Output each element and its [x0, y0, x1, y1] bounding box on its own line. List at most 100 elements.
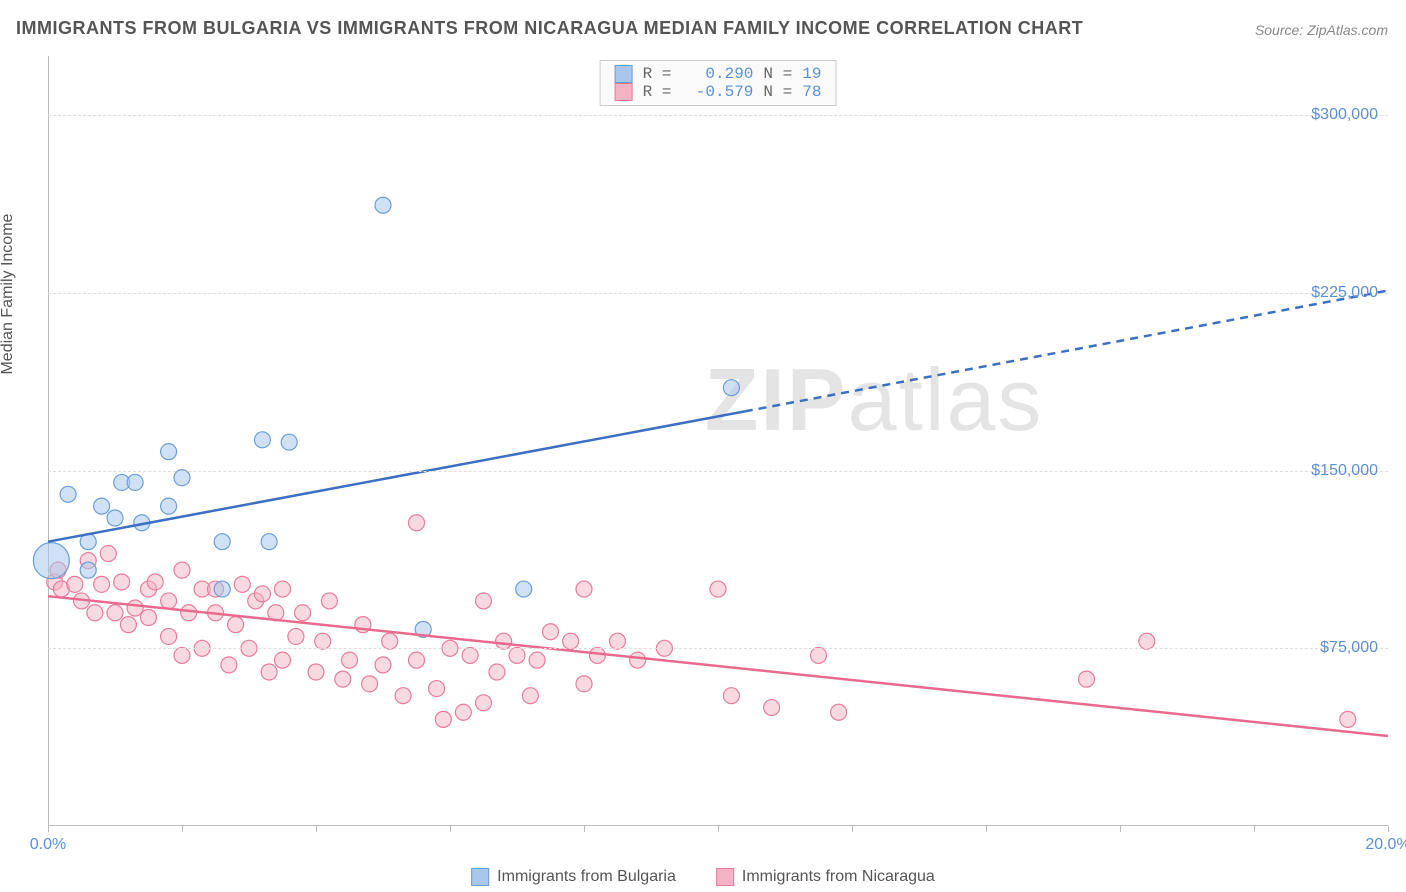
- data-point-nicaragua: [576, 581, 592, 597]
- data-point-nicaragua: [127, 600, 143, 616]
- data-point-nicaragua: [764, 700, 780, 716]
- data-point-nicaragua: [174, 647, 190, 663]
- data-point-nicaragua: [811, 647, 827, 663]
- data-point-nicaragua: [228, 617, 244, 633]
- data-point-nicaragua: [335, 671, 351, 687]
- data-point-nicaragua: [529, 652, 545, 668]
- series-legend: Immigrants from Bulgaria Immigrants from…: [471, 868, 935, 886]
- data-point-bulgaria: [33, 543, 69, 579]
- data-point-nicaragua: [94, 576, 110, 592]
- trendline-dashed-bulgaria: [745, 291, 1388, 412]
- gridline: [48, 293, 1388, 294]
- data-point-nicaragua: [161, 628, 177, 644]
- legend-label-nicaragua: Immigrants from Nicaragua: [742, 868, 935, 886]
- n-value-bulgaria: 19: [802, 65, 821, 83]
- data-point-nicaragua: [254, 586, 270, 602]
- data-point-nicaragua: [275, 652, 291, 668]
- x-tick-mark: [316, 826, 317, 832]
- data-point-nicaragua: [321, 593, 337, 609]
- data-point-nicaragua: [375, 657, 391, 673]
- data-point-nicaragua: [114, 574, 130, 590]
- data-point-nicaragua: [261, 664, 277, 680]
- x-tick-mark: [852, 826, 853, 832]
- swatch-bulgaria: [615, 65, 633, 83]
- data-point-nicaragua: [100, 546, 116, 562]
- data-point-bulgaria: [161, 498, 177, 514]
- y-tick-label: $300,000: [1311, 106, 1378, 124]
- correlation-legend: R = 0.290 N = 19 R = -0.579 N = 78: [600, 60, 837, 106]
- r-label: R =: [643, 83, 672, 101]
- n-label: N =: [763, 65, 792, 83]
- data-point-nicaragua: [315, 633, 331, 649]
- data-point-nicaragua: [589, 647, 605, 663]
- x-tick-mark: [182, 826, 183, 832]
- gridline: [48, 115, 1388, 116]
- data-point-nicaragua: [476, 593, 492, 609]
- data-point-nicaragua: [630, 652, 646, 668]
- data-point-nicaragua: [489, 664, 505, 680]
- scatter-plot-svg: [48, 56, 1388, 826]
- data-point-bulgaria: [516, 581, 532, 597]
- x-tick-mark: [986, 826, 987, 832]
- data-point-nicaragua: [1139, 633, 1155, 649]
- legend-row-nicaragua: R = -0.579 N = 78: [615, 83, 822, 101]
- legend-item-nicaragua: Immigrants from Nicaragua: [716, 868, 935, 886]
- swatch-nicaragua-b: [716, 868, 734, 886]
- data-point-nicaragua: [342, 652, 358, 668]
- source-attribution: Source: ZipAtlas.com: [1255, 22, 1388, 38]
- data-point-nicaragua: [429, 681, 445, 697]
- data-point-bulgaria: [80, 562, 96, 578]
- n-value-nicaragua: 78: [802, 83, 821, 101]
- data-point-nicaragua: [67, 576, 83, 592]
- x-tick-mark: [1388, 826, 1389, 832]
- x-tick-mark: [718, 826, 719, 832]
- data-point-nicaragua: [120, 617, 136, 633]
- n-label: N =: [763, 83, 792, 101]
- data-point-nicaragua: [435, 711, 451, 727]
- r-value-bulgaria: 0.290: [681, 65, 753, 83]
- data-point-nicaragua: [576, 676, 592, 692]
- data-point-nicaragua: [87, 605, 103, 621]
- data-point-bulgaria: [127, 474, 143, 490]
- r-label: R =: [643, 65, 672, 83]
- data-point-nicaragua: [174, 562, 190, 578]
- data-point-nicaragua: [382, 633, 398, 649]
- data-point-nicaragua: [1340, 711, 1356, 727]
- data-point-nicaragua: [308, 664, 324, 680]
- data-point-bulgaria: [375, 197, 391, 213]
- trendline-bulgaria: [48, 411, 745, 541]
- data-point-nicaragua: [509, 647, 525, 663]
- data-point-bulgaria: [174, 470, 190, 486]
- data-point-nicaragua: [141, 610, 157, 626]
- data-point-nicaragua: [181, 605, 197, 621]
- data-point-nicaragua: [610, 633, 626, 649]
- trendline-nicaragua: [48, 596, 1388, 736]
- data-point-bulgaria: [94, 498, 110, 514]
- data-point-bulgaria: [214, 534, 230, 550]
- x-tick-mark: [584, 826, 585, 832]
- data-point-nicaragua: [496, 633, 512, 649]
- swatch-nicaragua: [615, 83, 633, 101]
- data-point-nicaragua: [1079, 671, 1095, 687]
- chart-area: ZIPatlas R = 0.290 N = 19 R = -0.579 N =…: [48, 56, 1388, 826]
- data-point-bulgaria: [107, 510, 123, 526]
- data-point-nicaragua: [409, 515, 425, 531]
- data-point-nicaragua: [221, 657, 237, 673]
- gridline: [48, 471, 1388, 472]
- swatch-bulgaria-b: [471, 868, 489, 886]
- x-tick-label: 20.0%: [1365, 836, 1406, 854]
- r-value-nicaragua: -0.579: [681, 83, 753, 101]
- data-point-nicaragua: [288, 628, 304, 644]
- legend-item-bulgaria: Immigrants from Bulgaria: [471, 868, 676, 886]
- data-point-nicaragua: [462, 647, 478, 663]
- data-point-bulgaria: [281, 434, 297, 450]
- data-point-nicaragua: [723, 688, 739, 704]
- data-point-nicaragua: [831, 704, 847, 720]
- data-point-nicaragua: [275, 581, 291, 597]
- data-point-bulgaria: [214, 581, 230, 597]
- data-point-nicaragua: [295, 605, 311, 621]
- data-point-nicaragua: [543, 624, 559, 640]
- data-point-nicaragua: [710, 581, 726, 597]
- data-point-nicaragua: [563, 633, 579, 649]
- x-tick-label: 0.0%: [30, 836, 66, 854]
